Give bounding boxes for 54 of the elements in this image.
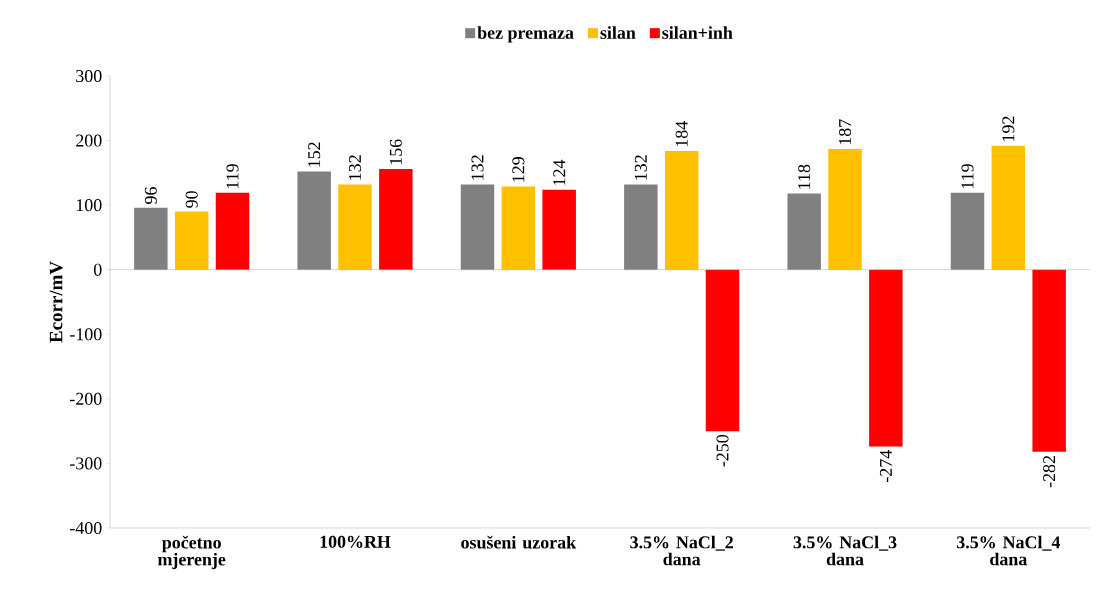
x-tick-label: početno mjerenje [157, 535, 226, 570]
x-tick-label: 100%RH [320, 535, 391, 548]
y-tick-label: -200 [70, 392, 102, 405]
bar [215, 192, 250, 270]
bar [134, 207, 168, 270]
data-label: 119 [226, 164, 239, 189]
y-tick-label: -300 [70, 457, 102, 470]
data-label: 118 [798, 164, 811, 189]
y-tick-label: -400 [70, 521, 102, 535]
data-label: 132 [634, 155, 647, 180]
data-label: -274 [879, 450, 892, 483]
data-label: 119 [961, 164, 974, 189]
data-label: 132 [348, 155, 362, 180]
data-label: 192 [1002, 116, 1015, 141]
y-tick-label: 0 [93, 263, 102, 276]
legend-label: bez premaza [477, 26, 574, 43]
data-label: 90 [185, 191, 198, 208]
data-label: 184 [675, 121, 688, 147]
data-label: 129 [512, 157, 525, 182]
bar [664, 150, 699, 270]
bar [828, 148, 862, 270]
y-tick-label: 300 [76, 69, 102, 83]
y-axis-title: Ecorr/mV [49, 261, 63, 343]
y-tick-label: -100 [70, 328, 102, 341]
data-label: 132 [471, 155, 484, 180]
legend-label: silan+inh [662, 26, 733, 39]
bar [1032, 269, 1066, 452]
legend-label: silan [600, 26, 636, 39]
bar [787, 193, 821, 270]
bar [869, 269, 903, 447]
data-label: 124 [553, 159, 566, 185]
bar [624, 184, 658, 270]
data-label: -250 [716, 435, 729, 467]
y-tick-label: 200 [76, 134, 102, 147]
bar [950, 192, 985, 270]
bar [542, 189, 576, 270]
x-tick-label: 3.5% NaCl_3 dana [793, 535, 897, 566]
data-label: 187 [838, 119, 852, 145]
bar [297, 171, 331, 270]
bar [460, 184, 495, 270]
x-tick-label: 3.5% NaCl_2 dana [630, 535, 733, 566]
data-label: 96 [144, 187, 157, 204]
y-tick-label: 100 [76, 199, 102, 212]
bar [174, 211, 209, 270]
data-label: 156 [389, 139, 402, 165]
data-label: -282 [1043, 455, 1056, 488]
bar [379, 168, 413, 270]
data-label: 152 [308, 142, 321, 167]
bar [705, 269, 740, 432]
x-tick-label: 3.5% NaCl_4 dana [956, 535, 1061, 566]
bar [501, 186, 536, 270]
bar [338, 184, 372, 270]
bar [991, 145, 1026, 270]
x-tick-label: osušeni uzorak [461, 535, 577, 549]
